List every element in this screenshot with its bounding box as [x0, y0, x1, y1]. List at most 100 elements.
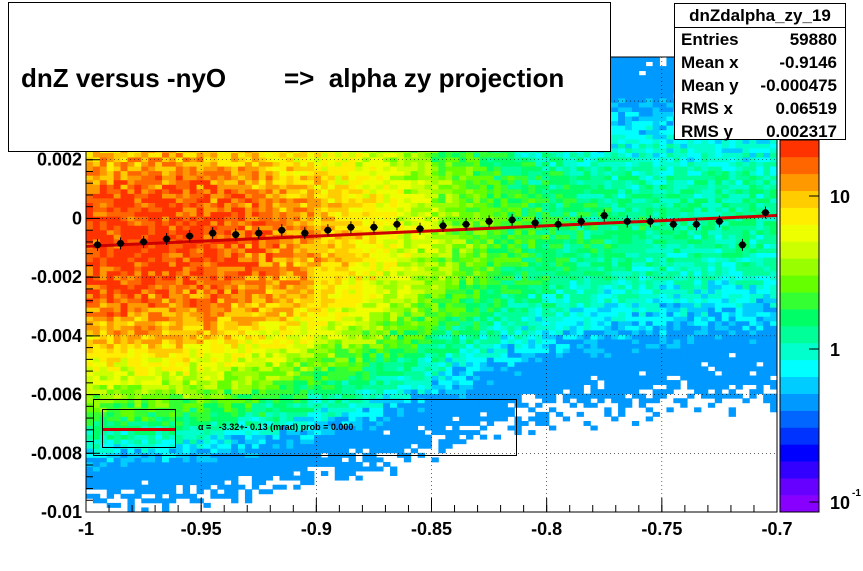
heatmap-cell	[452, 175, 460, 181]
heatmap-cell	[445, 384, 453, 390]
heatmap-cell	[327, 184, 336, 190]
heatmap-cell	[224, 289, 232, 294]
heatmap-cell	[279, 416, 287, 422]
heatmap-cell	[279, 339, 287, 345]
heatmap-cell	[258, 348, 267, 354]
heatmap-cell	[258, 184, 267, 190]
heatmap-cell	[99, 302, 108, 308]
heatmap-cell	[148, 279, 156, 285]
heatmap-cell	[203, 339, 211, 345]
heatmap-cell	[134, 389, 142, 395]
heatmap-cell	[348, 302, 356, 308]
heatmap-cell	[86, 248, 94, 254]
heatmap-cell	[127, 448, 135, 454]
heatmap-cell	[231, 170, 239, 176]
heatmap-cell	[148, 475, 156, 481]
heatmap-cell	[300, 270, 308, 276]
heatmap-cell	[134, 339, 142, 345]
heatmap-cell	[106, 220, 115, 226]
heatmap-cell	[148, 457, 156, 463]
heatmap-cell	[99, 311, 108, 317]
heatmap-cell	[168, 493, 177, 499]
heatmap-cell	[265, 293, 273, 299]
heatmap-cell	[417, 302, 425, 308]
heatmap-cell	[334, 239, 343, 244]
heatmap-cell	[244, 166, 253, 172]
heatmap-cell	[196, 334, 204, 340]
heatmap-cell	[168, 461, 177, 467]
heatmap-cell	[424, 343, 432, 349]
heatmap-cell	[127, 475, 135, 481]
heatmap-cell	[92, 320, 101, 326]
heatmap-cell	[134, 275, 142, 281]
heatmap-cell	[272, 202, 280, 208]
heatmap-cell	[327, 229, 336, 235]
heatmap-cell	[210, 430, 218, 436]
heatmap-cell	[203, 416, 211, 422]
heatmap-cell	[113, 439, 121, 445]
heatmap-cell	[376, 252, 384, 258]
heatmap-cell	[265, 211, 273, 217]
heatmap-cell	[452, 370, 460, 376]
heatmap-cell	[265, 157, 273, 163]
heatmap-cell	[396, 416, 405, 422]
heatmap-cell	[134, 248, 142, 254]
heatmap-cell	[341, 207, 349, 213]
heatmap-cell	[258, 384, 267, 390]
heatmap-cell	[265, 257, 273, 263]
heatmap-cell	[327, 220, 336, 226]
heatmap-cell	[376, 211, 384, 217]
heatmap-cell	[417, 175, 425, 181]
heatmap-cell	[258, 416, 267, 422]
heatmap-cell	[224, 380, 232, 385]
heatmap-cell	[210, 352, 218, 358]
heatmap-cell	[175, 157, 184, 163]
heatmap-cell	[362, 320, 370, 326]
heatmap-cell	[320, 216, 329, 222]
heatmap-cell	[341, 425, 349, 431]
heatmap-cell	[203, 320, 211, 326]
heatmap-cell	[203, 461, 211, 467]
heatmap-cell	[334, 166, 343, 172]
heatmap-cell	[383, 239, 391, 244]
heatmap-cell	[148, 357, 156, 363]
heatmap-cell	[258, 448, 267, 454]
heatmap-cell	[244, 361, 253, 367]
heatmap-cell	[148, 234, 156, 240]
heatmap-cell	[224, 398, 232, 404]
heatmap-cell	[279, 289, 287, 294]
heatmap-cell	[92, 357, 101, 363]
heatmap-cell	[362, 457, 370, 463]
heatmap-cell	[210, 361, 218, 367]
heatmap-cell	[410, 275, 419, 281]
heatmap-cell	[189, 393, 197, 399]
heatmap-cell	[127, 339, 135, 345]
heatmap-cell	[155, 466, 163, 472]
heatmap-cell	[355, 184, 363, 190]
heatmap-cell	[113, 293, 121, 299]
heatmap-cell	[348, 261, 356, 267]
heatmap-cell	[210, 443, 218, 449]
heatmap-cell	[217, 393, 225, 399]
heatmap-cell	[403, 439, 412, 445]
heatmap-cell	[286, 334, 294, 340]
heatmap-cell	[162, 243, 170, 249]
heatmap-cell	[376, 179, 384, 185]
heatmap-cell	[251, 380, 260, 385]
heatmap-cell	[355, 225, 363, 231]
heatmap-cell	[403, 334, 412, 340]
heatmap-cell	[300, 448, 308, 454]
heatmap-cell	[293, 284, 301, 290]
heatmap-cell	[327, 434, 336, 440]
heatmap-cell	[120, 330, 128, 335]
heatmap-cell	[272, 398, 280, 404]
heatmap-cell	[141, 439, 149, 445]
heatmap-cell	[99, 325, 108, 331]
heatmap-cell	[244, 398, 253, 404]
heatmap-cell	[369, 402, 377, 408]
heatmap-cell	[86, 161, 94, 167]
heatmap-cell	[334, 243, 343, 249]
heatmap-cell	[217, 161, 225, 167]
heatmap-cell	[120, 257, 128, 263]
heatmap-cell	[106, 402, 115, 408]
